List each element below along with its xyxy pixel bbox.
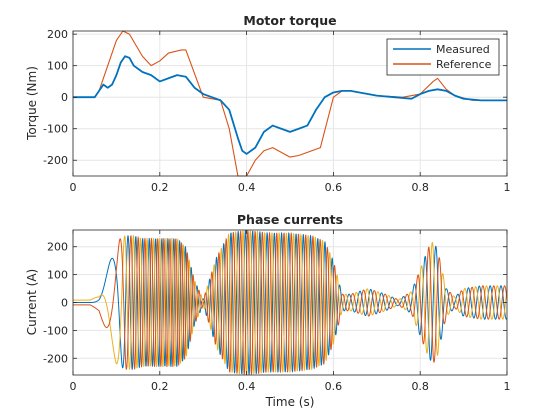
- torque-ticks: 0 0.2 0.4 0.6 0.8 1 -200 -100 0 100 200: [43, 28, 510, 194]
- legend-measured-label: Measured: [436, 43, 490, 56]
- torque-y-tick-label: -200: [43, 154, 68, 167]
- current-x-tick-label: 0.4: [238, 380, 256, 393]
- torque-x-tick-label: 0.4: [238, 181, 256, 194]
- current-x-tick-label: 0.8: [411, 380, 429, 393]
- legend-box: [386, 38, 500, 76]
- torque-y-label: Torque (Nm): [25, 66, 39, 141]
- current-x-tick-label: 0.6: [325, 380, 343, 393]
- current-chart: 0 0.2 0.4 0.6 0.8 1 -200 -100 0 100 200 Phase curr…: [25, 212, 511, 409]
- current-x-tick-label: 0.2: [151, 380, 169, 393]
- current-series: [73, 230, 507, 375]
- torque-x-tick-label: 0.2: [151, 181, 169, 194]
- current-y-tick-label: 200: [47, 241, 68, 254]
- torque-chart: 0 0.2 0.4 0.6 0.8 1 -200 -100 0 100 200 Motor torq…: [25, 13, 511, 194]
- phase-b-line: [73, 230, 507, 375]
- torque-legend: Measured Reference: [386, 38, 500, 76]
- current-y-tick-label: -100: [43, 324, 68, 337]
- torque-title: Motor torque: [243, 13, 336, 28]
- torque-x-tick-label: 0.8: [411, 181, 429, 194]
- torque-y-tick-label: 0: [61, 91, 68, 104]
- torque-x-tick-label: 0: [70, 181, 77, 194]
- torque-y-tick-label: 200: [47, 28, 68, 41]
- current-x-label: Time (s): [265, 395, 315, 409]
- current-title: Phase currents: [237, 212, 343, 227]
- current-y-tick-label: -200: [43, 352, 68, 365]
- current-x-tick-label: 0: [70, 380, 77, 393]
- torque-series: [73, 30, 507, 177]
- legend-reference-label: Reference: [436, 58, 492, 71]
- current-x-tick-label: 1: [504, 380, 511, 393]
- current-ticks: 0 0.2 0.4 0.6 0.8 1 -200 -100 0 100 200: [43, 230, 511, 393]
- torque-axes-box: [72, 30, 508, 177]
- current-y-tick-label: 100: [47, 269, 68, 282]
- torque-x-tick-label: 1: [504, 181, 511, 194]
- series-reference-line: [73, 30, 507, 177]
- torque-x-tick-label: 0.6: [325, 181, 343, 194]
- phase-c-line: [73, 230, 507, 375]
- current-y-tick-label: 0: [61, 297, 68, 310]
- series-measured-line: [73, 55, 507, 155]
- torque-y-tick-label: -100: [43, 123, 68, 136]
- current-y-label: Current (A): [25, 269, 39, 335]
- torque-y-tick-label: 100: [47, 60, 68, 73]
